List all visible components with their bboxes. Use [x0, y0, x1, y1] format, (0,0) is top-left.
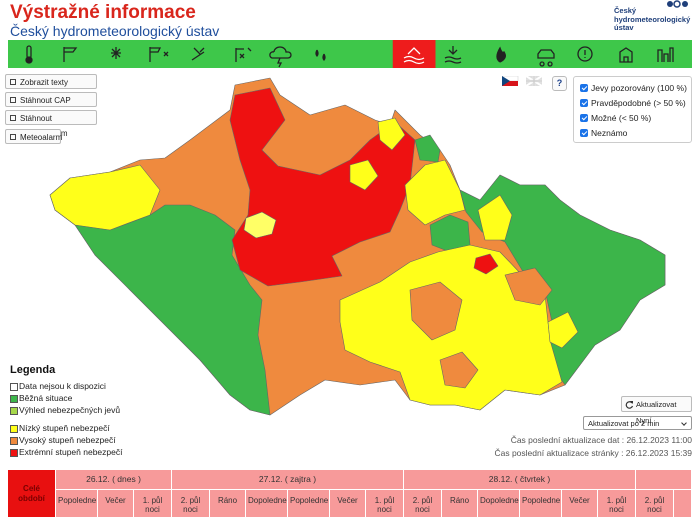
legend-label: Běžná situace — [19, 393, 73, 403]
legend-item: Vysoký stupeň nebezpečí — [10, 435, 116, 445]
region-orange-east[interactable] — [504, 267, 553, 306]
period-cell[interactable]: Večer — [562, 490, 598, 518]
title: Výstražné informace — [10, 2, 196, 23]
region-orange-south[interactable] — [439, 351, 479, 389]
period-cell[interactable]: 2. půl noci — [404, 490, 442, 518]
region-yellow-north-moravia[interactable] — [477, 194, 513, 241]
legend-item: Data nejsou k dispozici — [10, 381, 106, 391]
filter-checkbox[interactable]: Pravděpodobné (> 50 %) — [580, 98, 686, 108]
data-update-time: Čas poslední aktualizace dat : 26.12.202… — [510, 435, 692, 445]
region-green-west[interactable] — [54, 204, 271, 416]
filter-panel: Jevy pozorovány (100 %) Pravděpodobné (>… — [573, 76, 692, 143]
region-orange-brno[interactable] — [409, 281, 463, 341]
legend-item: Extrémní stupeň nebezpečí — [10, 447, 122, 457]
download-cap-button[interactable]: Stáhnout CAP — [5, 92, 97, 107]
legend-label: Data nejsou k dispozici — [19, 381, 106, 391]
toolbar[interactable] — [8, 40, 692, 68]
subtitle: Český hydrometeorologický ústav — [10, 23, 220, 39]
refresh-icon — [625, 401, 634, 409]
region-yellow-zlin[interactable] — [547, 311, 579, 349]
language-flags[interactable] — [502, 76, 546, 88]
logo-text: Český hydrometeorologický ústav — [614, 6, 691, 32]
period-cell[interactable]: Večer — [330, 490, 366, 518]
region-prague[interactable] — [243, 211, 277, 239]
legend-label: Extrémní stupeň nebezpečí — [19, 447, 123, 457]
region-green-northeast[interactable] — [414, 134, 441, 163]
period-cell[interactable]: Popoledne — [288, 490, 330, 518]
period-cell[interactable]: 2. půl noci — [172, 490, 210, 518]
region-yellow-west[interactable] — [49, 164, 161, 231]
period-cell[interactable]: 1. půl noci — [134, 490, 172, 518]
refresh-interval-select[interactable]: Aktualizovat po 2 min — [583, 416, 692, 430]
filter-checkbox[interactable]: Možné (< 50 %) — [580, 113, 651, 123]
region-red-east[interactable] — [473, 253, 499, 275]
legend-title: Legenda — [10, 364, 56, 376]
help-button[interactable]: ? — [552, 76, 567, 91]
refresh-button[interactable]: Aktualizovat Nyní — [621, 396, 692, 425]
period-cell[interactable]: Večer — [98, 490, 134, 518]
region-yellow-northeast[interactable] — [377, 117, 406, 151]
map[interactable] — [0, 70, 700, 420]
legend-label: Nízký stupeň nebezpečí — [19, 423, 110, 433]
period-cell[interactable]: Popoledne — [520, 490, 562, 518]
period-cell-partial — [674, 490, 692, 518]
page-update-time: Čas poslední aktualizace stránky : 26.12… — [494, 448, 692, 458]
period-cell[interactable]: 1. půl noci — [366, 490, 404, 518]
region-red[interactable] — [229, 87, 416, 287]
day-header: 27.12. ( zajtra ) — [172, 470, 404, 490]
filter-checkbox[interactable]: Neznámo — [580, 128, 627, 138]
region-green-east[interactable] — [459, 174, 666, 386]
period-cell[interactable]: 2. půl noci — [636, 490, 674, 518]
day-header — [636, 470, 692, 490]
period-cell[interactable]: Popoledne — [56, 490, 98, 518]
legend-item: Nízký stupeň nebezpečí — [10, 423, 110, 433]
toolbar-bg — [8, 40, 692, 68]
show-texts-button[interactable]: Zobrazit texty — [5, 74, 97, 89]
period-cell[interactable]: Ráno — [442, 490, 478, 518]
toolbar-icons[interactable] — [25, 45, 674, 68]
active-tab[interactable] — [392, 40, 436, 68]
timeline-table: Celé období Popoledne Večer 1. půl noci 26.1… — [8, 470, 692, 518]
filter-checkbox[interactable]: Jevy pozorovány (100 %) — [580, 83, 687, 93]
period-cell[interactable]: 1. půl noci — [598, 490, 636, 518]
period-cell[interactable]: Ráno — [210, 490, 246, 518]
meteoalarm-button[interactable]: Meteoalarm — [5, 129, 62, 144]
legend-item: Běžná situace — [10, 393, 72, 403]
legend-item: Výhled nebezpečných jevů — [10, 405, 120, 415]
logo-icon — [667, 0, 688, 8]
legend-label: Vysoký stupeň nebezpečí — [19, 435, 116, 445]
day-header: 26.12. ( dnes ) — [56, 470, 172, 490]
period-cell[interactable]: Dopoledne — [478, 490, 520, 518]
legend-label: Výhled nebezpečných jevů — [19, 405, 121, 415]
whole-period-cell[interactable]: Celé období — [8, 470, 56, 518]
period-cell[interactable]: Dopoledne — [246, 490, 288, 518]
region-yellow-north[interactable] — [349, 159, 379, 191]
day-header: 28.12. ( čtvrtek ) — [404, 470, 636, 490]
region-yellow-east[interactable] — [404, 159, 466, 226]
